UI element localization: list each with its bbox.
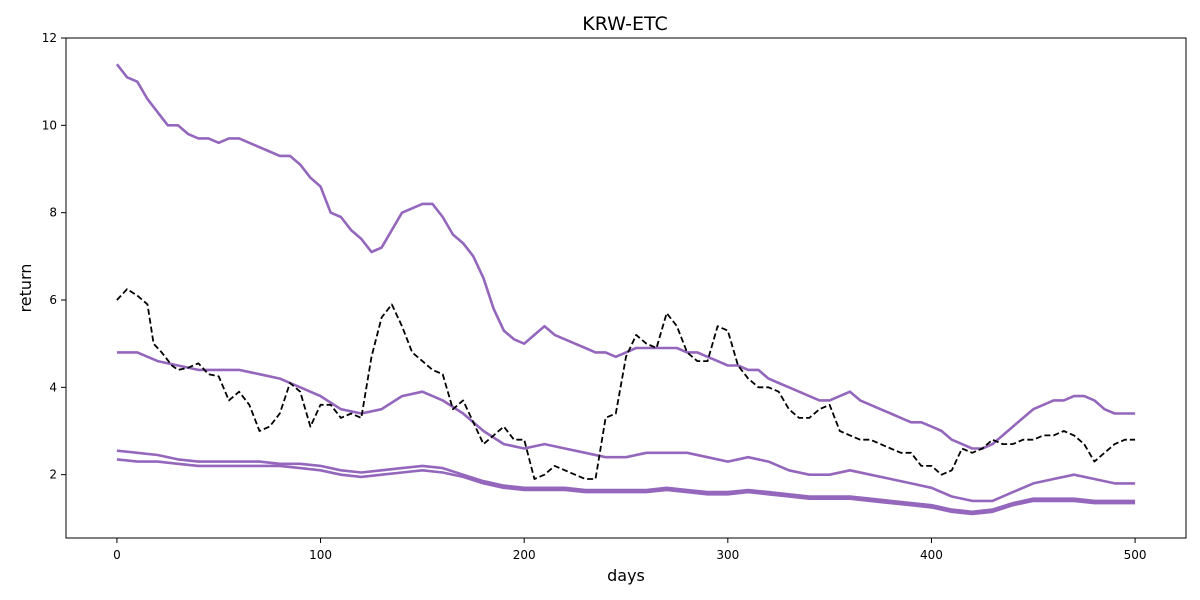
- x-tick-label: 300: [716, 548, 739, 562]
- y-tick-label: 2: [49, 468, 57, 482]
- x-tick-label: 0: [113, 548, 121, 562]
- y-axis-label: return: [16, 264, 35, 313]
- y-tick-label: 12: [42, 31, 57, 45]
- x-tick-label: 100: [309, 548, 332, 562]
- y-tick-label: 4: [49, 380, 57, 394]
- y-tick-label: 6: [49, 293, 57, 307]
- chart-title: KRW-ETC: [582, 13, 668, 35]
- y-tick-label: 8: [49, 206, 57, 220]
- x-tick-label: 200: [513, 548, 536, 562]
- y-tick-label: 10: [42, 118, 57, 132]
- x-axis-label: days: [607, 566, 645, 585]
- x-tick-label: 500: [1124, 548, 1147, 562]
- x-tick-label: 400: [920, 548, 943, 562]
